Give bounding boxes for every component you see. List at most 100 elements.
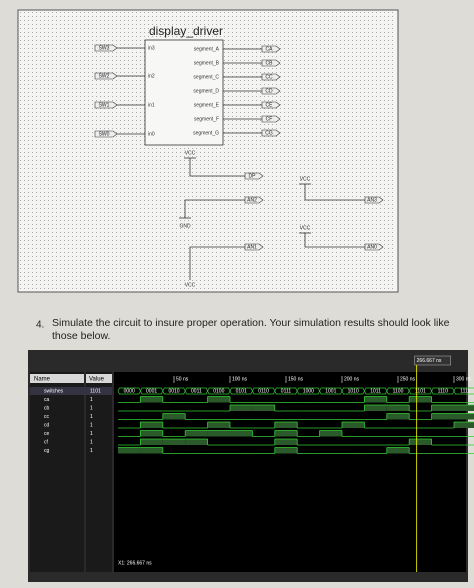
signal-value: 1101 [90,388,101,394]
signal-value: 1 [90,414,93,420]
wave-high [342,422,365,428]
wire [189,246,245,280]
bus-value: 0101 [236,388,247,394]
bus-value: 0000 [124,388,135,394]
pin-label: AN2 [247,197,257,203]
supply-label: VCC [185,150,196,156]
pin-label: CE [266,102,274,108]
bus-value: 1001 [325,388,336,394]
bus-cell [431,387,455,395]
simulation: 50 ns 100 ns 150 ns 200 ns 250 ns 300 ns 266.6… [30,355,474,572]
wave-high [162,439,186,445]
wave-high [207,396,230,403]
wire [189,158,245,177]
bus-value: 0010 [168,388,179,394]
wave-high [140,422,163,428]
wave-high [409,396,432,403]
wave-high [252,405,275,411]
supply-label: VCC [300,225,311,231]
time-tick-label: 150 ns [288,376,304,382]
time-tick-label: 300 ns [456,376,472,382]
wave-high [162,413,186,420]
output-pin [364,196,384,204]
out-port: segment_F [194,116,219,122]
input-label: SW3 [99,45,110,51]
input-pin [94,72,118,80]
pin-label: AN1 [247,244,257,250]
bus-cell [408,387,432,395]
name-header [30,374,84,383]
out-port: segment_G [193,130,219,136]
pin-label: CB [266,60,274,66]
wave-high [431,413,454,420]
signal-value: 1 [90,431,93,437]
input-label: SW1 [99,102,110,108]
bus-cell [296,387,320,395]
supply-label: VCC [185,282,196,288]
signal-name: cf [44,439,49,445]
out-port: segment_D [193,88,219,94]
wave-high [274,430,298,437]
cursor-readout: X1: 266.667 ns [118,560,152,566]
bus-cell [364,387,388,395]
wave-high [140,396,163,403]
wave-high [431,405,454,411]
bus-value: 0111 [281,388,292,394]
output-pin [261,59,281,67]
bus-cell [162,387,186,395]
bus-value: 0100 [213,388,224,394]
wave-high [386,447,410,454]
wave-high [140,430,163,437]
wave-high [319,430,342,437]
output-pin [261,87,281,95]
wave-high [364,405,387,411]
bus-value: 0011 [191,388,202,394]
signal-value: 1 [90,405,93,411]
wire [184,199,250,218]
wave-high [454,413,474,420]
instruction-box: Simulate the circuit to insure proper op… [52,317,449,342]
wave-high [185,439,208,445]
pin-label: DP [249,173,257,179]
bus-cell [319,387,343,395]
wave-high [454,405,474,411]
value-header [86,374,112,383]
in-port: in2 [148,73,155,79]
signal-value: 1 [90,448,93,454]
out-port: segment_B [194,60,220,66]
wave-high [140,447,163,454]
pin-label: AN0 [367,244,377,250]
ground-label: GND [179,223,191,229]
row-highlight [30,387,112,395]
wave-high [386,413,410,420]
wire [304,184,365,201]
in-port: in3 [148,45,155,51]
bus-value: 1110 [438,388,449,394]
wire [304,233,365,248]
signal-name: cc [44,414,50,420]
cursor-flag [414,355,451,366]
signal-name: cb [44,405,50,411]
bus-value: 1111 [460,388,470,394]
name-pane [30,372,84,572]
wave-high [364,396,387,403]
block [144,39,224,146]
input-label: SW2 [99,73,110,79]
input-pin [94,44,118,52]
cursor-time: 266.667 ns [417,358,442,364]
wave-high [185,430,208,437]
pin-label: CD [265,88,273,94]
time-tick-label: 100 ns [232,376,248,382]
block-title: display_driver [149,24,223,38]
signal-value: 1 [90,422,93,428]
signal-name: cg [44,448,50,454]
signal-name: switches [44,388,64,394]
bus-cell [252,387,276,395]
bus-cell [274,387,298,395]
pin-label: CC [265,74,273,80]
output-pin [261,101,281,109]
input-pin [94,101,118,109]
value-header-text: Value [89,377,105,383]
bus-cell [140,387,164,395]
